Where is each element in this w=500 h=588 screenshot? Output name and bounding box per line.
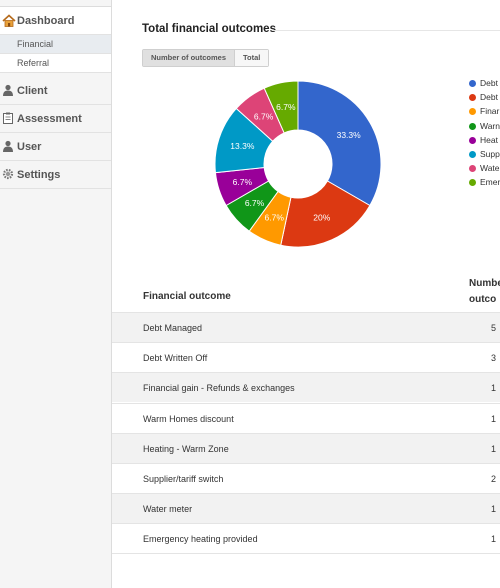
legend-item: Supp bbox=[469, 149, 500, 163]
legend-label: Heat bbox=[480, 134, 498, 145]
outcome-cell: Supplier/tariff switch bbox=[143, 474, 224, 484]
slice-label: 6.7% bbox=[245, 198, 265, 208]
legend-label: Finar bbox=[480, 106, 500, 117]
table-row: Debt Managed 5 bbox=[112, 312, 500, 342]
count-cell: 1 bbox=[491, 534, 497, 545]
count-cell: 5 bbox=[491, 323, 497, 333]
outcome-cell: Warm Homes discount bbox=[143, 413, 234, 424]
legend-swatch bbox=[469, 122, 476, 130]
clipboard-icon bbox=[2, 112, 14, 124]
slice-label: 6.7% bbox=[254, 112, 274, 122]
table-row: Water meter 1 bbox=[112, 493, 500, 524]
sidebar-top-divider bbox=[0, 0, 111, 7]
legend-label: Warn bbox=[480, 120, 500, 131]
donut-slice[interactable] bbox=[263, 80, 299, 134]
legend-label: Debt bbox=[480, 92, 498, 103]
count-cell: 3 bbox=[491, 353, 497, 364]
sidebar-subitem-financial[interactable]: Financial bbox=[0, 35, 111, 54]
outcome-cell: Water meter bbox=[143, 504, 193, 515]
gear-icon bbox=[2, 168, 14, 180]
legend-swatch bbox=[469, 80, 476, 87]
slice-label: 6.7% bbox=[276, 102, 296, 112]
legend-item: Warn bbox=[469, 121, 500, 135]
slice-label: 33.3% bbox=[337, 130, 362, 140]
legend-swatch bbox=[469, 136, 476, 144]
chart-legend: Debt Debt Finar Warn Heat Supp Wate Emer bbox=[469, 78, 500, 192]
donut-chart: 33.3%20%6.7%6.7%6.7%13.3%6.7%6.7% bbox=[214, 80, 382, 248]
table-row: Emergency heating provided 1 bbox=[112, 523, 500, 554]
legend-item: Debt bbox=[469, 78, 500, 92]
column-header-count-line1: Numbe bbox=[469, 278, 500, 289]
outcome-cell: Debt Written Off bbox=[143, 353, 208, 364]
legend-swatch bbox=[469, 165, 476, 173]
sidebar: Dashboard Financial Referral Client Asse… bbox=[0, 0, 112, 588]
slice-label: 6.7% bbox=[265, 212, 285, 222]
slice-label: 13.3% bbox=[230, 141, 255, 151]
table-row: Debt Written Off 3 bbox=[112, 342, 500, 373]
toggle-number-of-outcomes[interactable]: Number of outcomes bbox=[143, 50, 236, 66]
count-cell: 1 bbox=[491, 443, 497, 454]
count-cell: 2 bbox=[491, 474, 497, 484]
main-content: Total financial outcomes Number of outco… bbox=[112, 0, 500, 588]
sidebar-item-client[interactable]: Client bbox=[0, 77, 111, 105]
person-icon bbox=[2, 140, 14, 152]
outcome-cell: Heating - Warm Zone bbox=[143, 443, 229, 454]
legend-item: Finar bbox=[469, 106, 500, 120]
legend-item: Heat bbox=[469, 135, 500, 149]
slice-label: 6.7% bbox=[233, 177, 253, 187]
title-divider bbox=[272, 30, 500, 31]
count-cell: 1 bbox=[491, 383, 497, 394]
donut-slice[interactable] bbox=[297, 80, 382, 207]
legend-swatch bbox=[469, 150, 476, 158]
count-cell: 1 bbox=[491, 413, 497, 424]
sidebar-item-label: Dashboard bbox=[17, 15, 75, 27]
legend-label: Supp bbox=[480, 148, 500, 159]
column-header-outcome: Financial outcome bbox=[143, 291, 231, 302]
sidebar-item-label: User bbox=[17, 141, 42, 153]
slice-label: 20% bbox=[313, 212, 330, 222]
table-row: Financial gain - Refunds & exchanges 1 bbox=[112, 372, 500, 403]
table-row: Supplier/tariff switch 2 bbox=[112, 463, 500, 493]
legend-swatch bbox=[469, 94, 476, 102]
column-header-count: Numbe outco bbox=[469, 276, 500, 308]
sidebar-item-label: Client bbox=[17, 85, 48, 97]
toggle-total[interactable]: Total bbox=[235, 50, 269, 66]
sidebar-subitem-label: Referral bbox=[17, 58, 50, 68]
column-header-count-line2: outco bbox=[469, 294, 497, 305]
legend-item: Emer bbox=[469, 177, 500, 191]
legend-label: Emer bbox=[480, 177, 500, 188]
outcome-cell: Debt Managed bbox=[143, 323, 203, 333]
sidebar-item-dashboard[interactable]: Dashboard bbox=[0, 7, 111, 35]
outcome-toggle: Number of outcomes Total bbox=[142, 49, 270, 67]
count-cell: 1 bbox=[491, 504, 497, 515]
table-bottom-border bbox=[112, 553, 500, 554]
legend-label: Debt bbox=[480, 78, 498, 88]
sidebar-item-settings[interactable]: Settings bbox=[0, 161, 111, 189]
person-icon bbox=[2, 84, 14, 96]
sidebar-item-assessment[interactable]: Assessment bbox=[0, 105, 111, 133]
sidebar-item-user[interactable]: User bbox=[0, 133, 111, 161]
outcome-cell: Emergency heating provided bbox=[143, 534, 258, 545]
sidebar-item-label: Settings bbox=[17, 169, 61, 181]
sidebar-item-label: Assessment bbox=[17, 113, 82, 125]
table-row: Heating - Warm Zone 1 bbox=[112, 432, 500, 463]
legend-swatch bbox=[469, 108, 476, 116]
donut-slice[interactable] bbox=[280, 180, 371, 248]
legend-item: Wate bbox=[469, 163, 500, 177]
sidebar-subitem-referral[interactable]: Referral bbox=[0, 54, 111, 73]
legend-swatch bbox=[469, 179, 476, 187]
outcome-cell: Financial gain - Refunds & exchanges bbox=[143, 383, 295, 394]
home-icon bbox=[2, 14, 16, 27]
legend-label: Wate bbox=[480, 163, 500, 174]
legend-item: Debt bbox=[469, 92, 500, 106]
sidebar-subitem-label: Financial bbox=[17, 39, 54, 49]
table-row: Warm Homes discount 1 bbox=[112, 402, 500, 433]
page-title: Total financial outcomes bbox=[142, 23, 276, 35]
